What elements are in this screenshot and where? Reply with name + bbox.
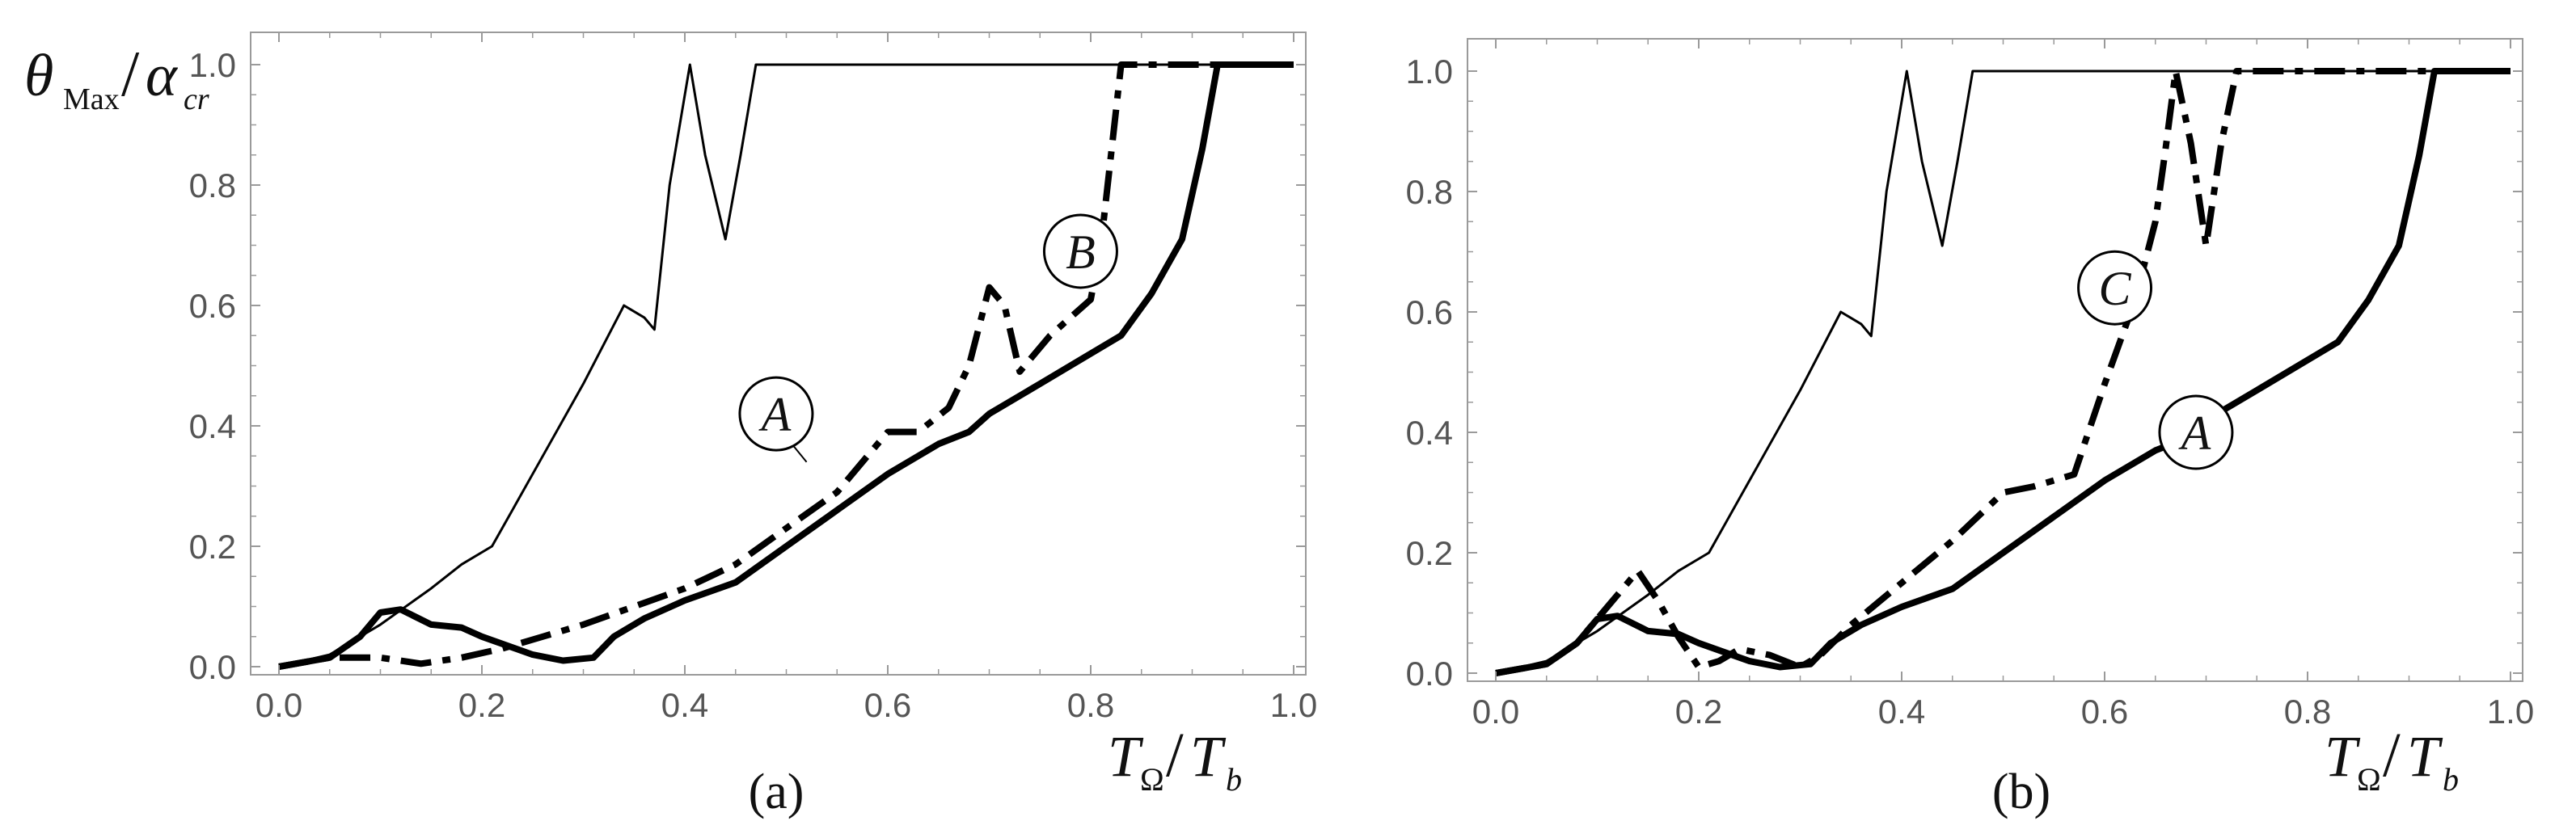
y-tick-label: 1.0 (1406, 53, 1453, 91)
panel-a: 0.0 0.2 0.4 0.6 0.8 1.0 0.0 0.2 0.4 0.6 0.8 1.0 θ M… (24, 32, 1317, 819)
xlabel-num: T (2325, 724, 2361, 789)
series-line-b (278, 61, 1294, 670)
y-tick-label: 1.0 (189, 46, 236, 84)
callout-circle-c (2077, 250, 2153, 326)
x-tick-label: 0.0 (255, 686, 302, 724)
plot-frame-b (1467, 38, 2523, 682)
x-tick-label: 0.4 (1878, 693, 1925, 731)
y-tick-label: 0.8 (189, 166, 236, 204)
callout-leader (792, 444, 808, 463)
callout-circle-a (2158, 394, 2234, 470)
panel-label-b: (b) (1992, 764, 2050, 819)
plot-frame-a (250, 32, 1307, 676)
callout-circle-b (1042, 213, 1118, 289)
y-axis-label-a: θ Max / α cr (24, 39, 209, 116)
callout-label-a: A (758, 388, 792, 441)
x-tick-label: 0.6 (2081, 693, 2128, 731)
x-tick-label: 0.4 (661, 686, 708, 724)
x-tick-label: 0.8 (2284, 693, 2331, 731)
x-tick-label: 1.0 (1270, 686, 1317, 724)
xlabel-den: T (1190, 724, 1227, 789)
ylabel-den: α (146, 43, 179, 109)
panel-b: 0.0 0.2 0.4 0.6 0.8 1.0 0.0 0.2 0.4 0.6 0.8 1.0 T Ω… (1406, 38, 2534, 819)
x-tick-label: 0.8 (1067, 686, 1114, 724)
y-tick-label: 0.2 (1406, 534, 1453, 572)
callout-circle-a (738, 376, 814, 452)
x-tick-label: 0.2 (1675, 693, 1722, 731)
y-tick-label: 0.4 (1406, 414, 1453, 452)
y-tick-label: 0.6 (1406, 293, 1453, 331)
y-tick-label: 0.6 (189, 287, 236, 325)
x-tick-label: 1.0 (2487, 693, 2534, 731)
x-axis-label-b: T Ω / T b (2325, 719, 2459, 798)
y-tick-label: 0.0 (1406, 655, 1453, 693)
xlabel-den-sub: b (2443, 761, 2459, 798)
ylabel-num-sub: Max (63, 82, 120, 116)
ylabel-num: θ (24, 43, 53, 109)
xlabel-num: T (1108, 724, 1144, 789)
series-line-a (278, 61, 1294, 670)
callout-label-c: C (2099, 262, 2132, 315)
panel-label-a: (a) (749, 764, 804, 819)
ylabel-den-sub: cr (184, 82, 209, 116)
ylabel-slash: / (121, 39, 140, 110)
y-tick-label: 0.0 (189, 648, 236, 686)
y-tick-label: 0.8 (1406, 173, 1453, 211)
xlabel-num-sub: Ω (1140, 761, 1164, 798)
xlabel-den-sub: b (1226, 761, 1242, 798)
xlabel-den: T (2407, 724, 2443, 789)
callout-label-a: A (2178, 406, 2211, 460)
xlabel-num-sub: Ω (2357, 761, 2381, 798)
series-line-thin (278, 63, 1294, 668)
x-tick-label: 0.2 (458, 686, 505, 724)
y-tick-label: 0.2 (189, 528, 236, 566)
callout-label-b: B (1066, 225, 1096, 279)
x-tick-label: 0.6 (864, 686, 911, 724)
x-tick-label: 0.0 (1472, 693, 1519, 731)
series-line-thin (1495, 69, 2511, 675)
y-tick-label: 0.4 (189, 407, 236, 445)
xlabel-slash: / (1166, 719, 1184, 790)
series-line-a (1495, 68, 2511, 676)
x-axis-label-a: T Ω / T b (1108, 719, 1242, 798)
xlabel-slash: / (2383, 719, 2401, 790)
series-line-c (1495, 68, 2511, 676)
